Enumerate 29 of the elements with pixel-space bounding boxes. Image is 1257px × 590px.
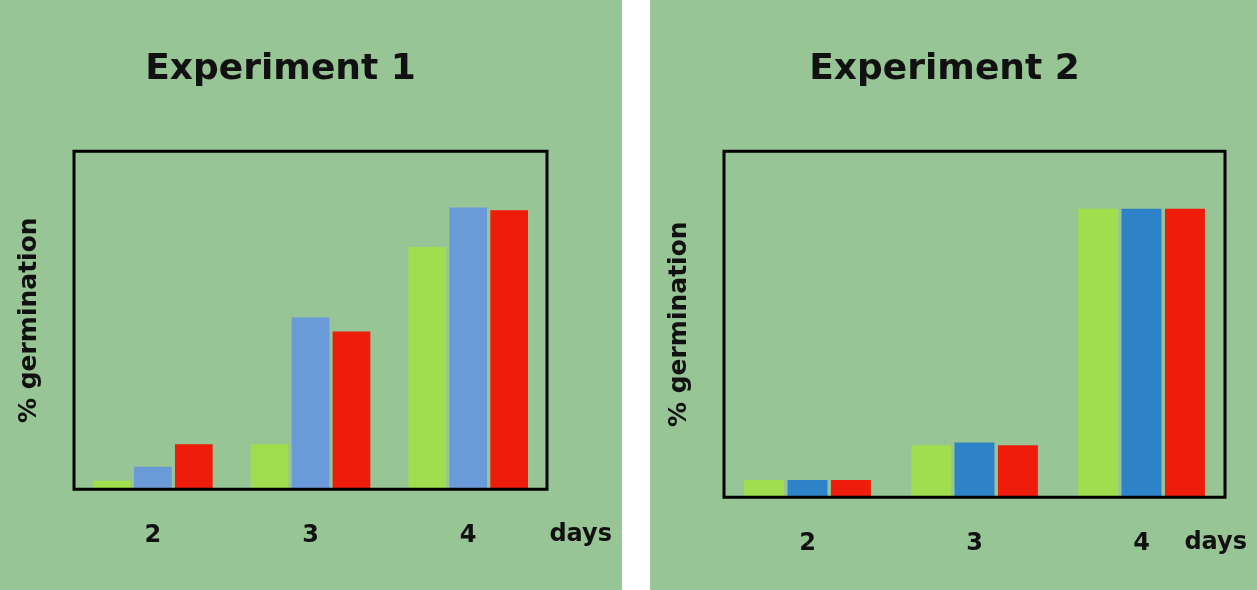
chart-title: Experiment 2: [809, 45, 1080, 87]
bar: [1121, 208, 1162, 498]
bar: [787, 479, 828, 498]
y-axis-title: % germination: [12, 217, 42, 424]
bar: [490, 210, 529, 490]
x-tick-label: 2: [144, 519, 162, 548]
bar: [332, 331, 371, 490]
y-axis-title: % germination: [662, 221, 692, 428]
x-axis-title: days: [549, 519, 612, 548]
x-tick-label: 4: [1133, 527, 1150, 556]
bar: [250, 444, 289, 490]
x-axis-title: days: [1184, 527, 1247, 556]
x-tick-label: 3: [302, 519, 319, 548]
bar: [954, 442, 995, 498]
bar: [997, 445, 1038, 498]
bar: [174, 444, 213, 490]
bar: [291, 317, 330, 490]
bar: [830, 479, 871, 498]
bar: [911, 445, 952, 498]
x-tick-label: 4: [459, 519, 477, 548]
chart-title: Experiment 1: [145, 45, 416, 87]
bar: [744, 479, 785, 498]
x-tick-label: 2: [799, 527, 816, 556]
bar: [1164, 208, 1205, 498]
bar: [1078, 208, 1119, 498]
x-tick-label: 3: [966, 527, 983, 556]
bar: [449, 207, 488, 490]
bar: [408, 246, 447, 490]
bar: [133, 466, 172, 490]
